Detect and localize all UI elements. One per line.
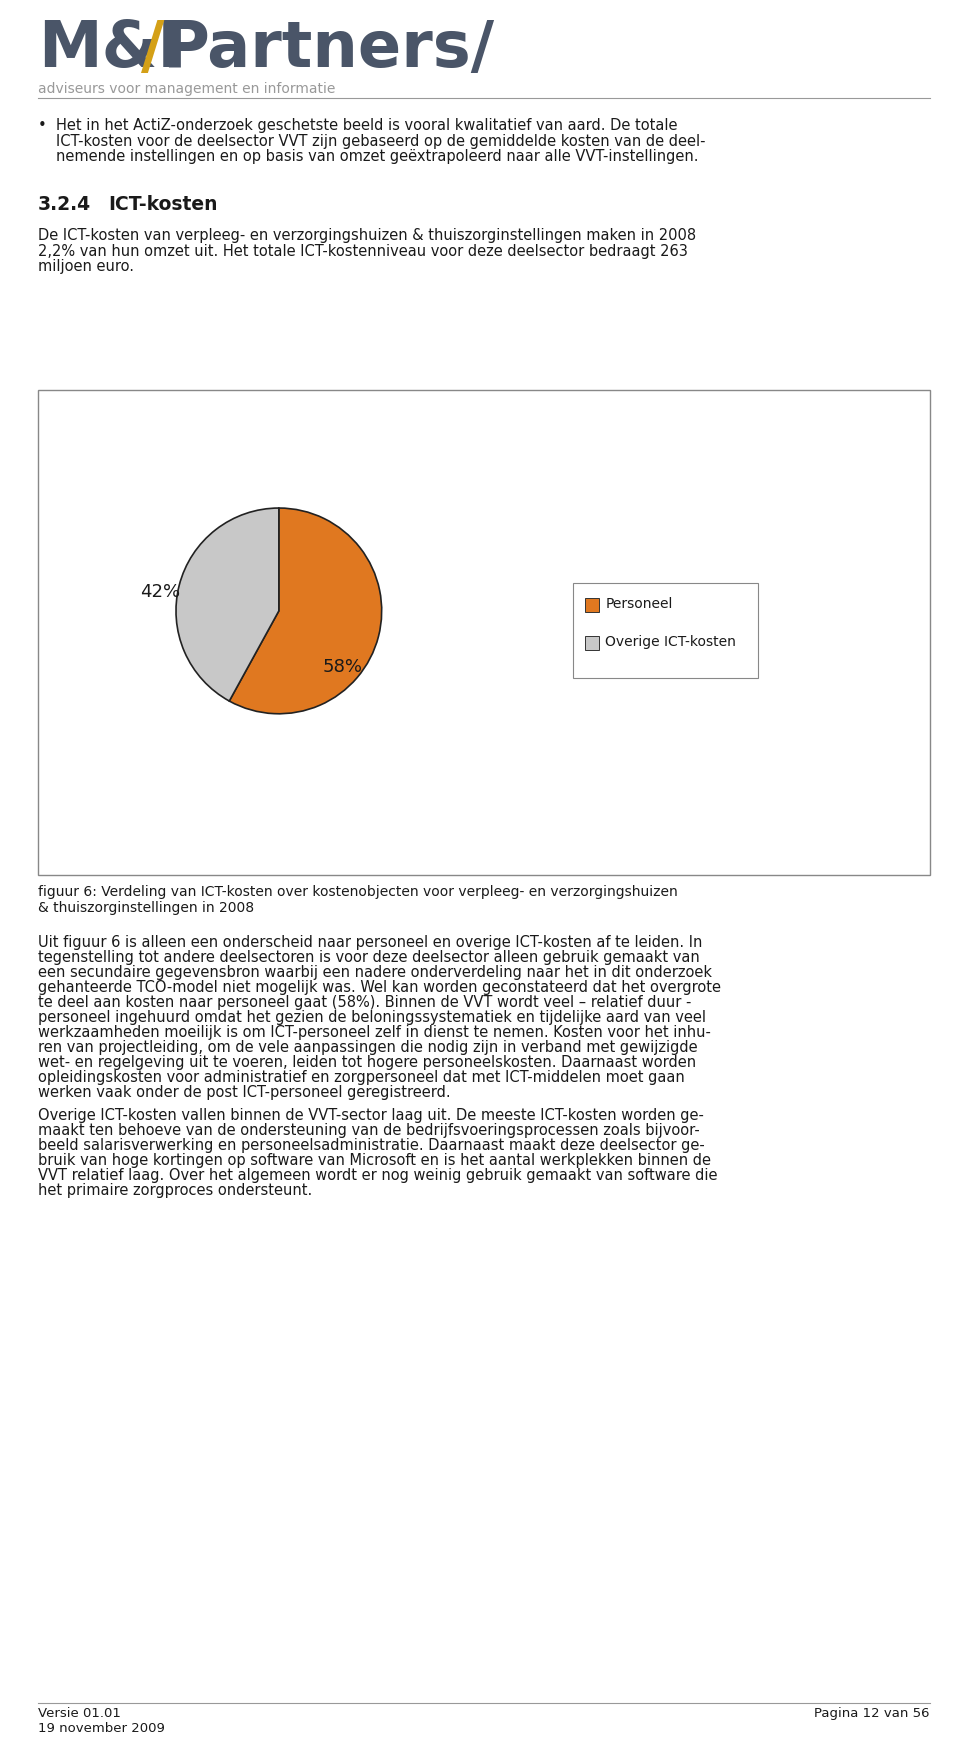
Text: M&I: M&I xyxy=(38,18,181,81)
Text: een secundaire gegevensbron waarbij een nadere onderverdeling naar het in dit on: een secundaire gegevensbron waarbij een … xyxy=(38,965,712,979)
Text: ICT-kosten: ICT-kosten xyxy=(108,195,218,214)
Text: beeld salarisverwerking en personeelsadministratie. Daarnaast maakt deze deelsec: beeld salarisverwerking en personeelsadm… xyxy=(38,1137,705,1153)
Text: werkzaamheden moeilijk is om ICT-personeel zelf in dienst te nemen. Kosten voor : werkzaamheden moeilijk is om ICT-persone… xyxy=(38,1025,710,1041)
Text: Personeel: Personeel xyxy=(605,597,673,611)
Text: wet- en regelgeving uit te voeren, leiden tot hogere personeelskosten. Daarnaast: wet- en regelgeving uit te voeren, leide… xyxy=(38,1055,696,1071)
Text: & thuiszorginstellingen in 2008: & thuiszorginstellingen in 2008 xyxy=(38,900,254,914)
Text: het primaire zorgproces ondersteunt.: het primaire zorgproces ondersteunt. xyxy=(38,1183,312,1199)
Text: adviseurs voor management en informatie: adviseurs voor management en informatie xyxy=(38,82,335,97)
Text: 42%: 42% xyxy=(140,583,180,602)
Bar xyxy=(38,390,930,876)
Text: bruik van hoge kortingen op software van Microsoft en is het aantal werkplekken : bruik van hoge kortingen op software van… xyxy=(38,1153,711,1169)
Bar xyxy=(586,635,599,649)
Text: figuur 6: Verdeling van ICT-kosten over kostenobjecten voor verpleeg- en verzorg: figuur 6: Verdeling van ICT-kosten over … xyxy=(38,885,678,899)
Text: maakt ten behoeve van de ondersteuning van de bedrijfsvoeringsprocessen zoals bi: maakt ten behoeve van de ondersteuning v… xyxy=(38,1123,700,1137)
Text: Versie 01.01: Versie 01.01 xyxy=(38,1708,121,1720)
Text: ren van projectleiding, om de vele aanpassingen die nodig zijn in verband met ge: ren van projectleiding, om de vele aanpa… xyxy=(38,1041,698,1055)
Text: Het in het ActiZ-onderzoek geschetste beeld is vooral kwalitatief van aard. De t: Het in het ActiZ-onderzoek geschetste be… xyxy=(56,118,678,133)
Text: werken vaak onder de post ICT-personeel geregistreerd.: werken vaak onder de post ICT-personeel … xyxy=(38,1085,450,1100)
Bar xyxy=(573,583,758,677)
Text: Uit figuur 6 is alleen een onderscheid naar personeel en overige ICT-kosten af t: Uit figuur 6 is alleen een onderscheid n… xyxy=(38,935,703,949)
Text: Pagina 12 van 56: Pagina 12 van 56 xyxy=(814,1708,930,1720)
Text: 19 november 2009: 19 november 2009 xyxy=(38,1722,165,1736)
Text: Partners/: Partners/ xyxy=(162,18,494,81)
Text: miljoen euro.: miljoen euro. xyxy=(38,260,134,274)
Text: Overige ICT-kosten: Overige ICT-kosten xyxy=(605,635,736,649)
Text: gehanteerde TCO-model niet mogelijk was. Wel kan worden geconstateerd dat het ov: gehanteerde TCO-model niet mogelijk was.… xyxy=(38,979,721,995)
Bar xyxy=(586,597,599,611)
Wedge shape xyxy=(176,507,278,700)
Text: /: / xyxy=(141,18,164,81)
Text: 58%: 58% xyxy=(323,658,363,676)
Text: te deel aan kosten naar personeel gaat (58%). Binnen de VVT wordt veel – relatie: te deel aan kosten naar personeel gaat (… xyxy=(38,995,691,1009)
Text: tegenstelling tot andere deelsectoren is voor deze deelsector alleen gebruik gem: tegenstelling tot andere deelsectoren is… xyxy=(38,949,700,965)
Text: ICT-kosten voor de deelsector VVT zijn gebaseerd op de gemiddelde kosten van de : ICT-kosten voor de deelsector VVT zijn g… xyxy=(56,133,706,149)
Text: opleidingskosten voor administratief en zorgpersoneel dat met ICT-middelen moet : opleidingskosten voor administratief en … xyxy=(38,1071,684,1085)
Text: 3.2.4: 3.2.4 xyxy=(38,195,91,214)
Text: VVT relatief laag. Over het algemeen wordt er nog weinig gebruik gemaakt van sof: VVT relatief laag. Over het algemeen wor… xyxy=(38,1169,717,1183)
Wedge shape xyxy=(229,507,382,714)
Text: De ICT-kosten van verpleeg- en verzorgingshuizen & thuiszorginstellingen maken i: De ICT-kosten van verpleeg- en verzorgin… xyxy=(38,228,696,242)
Text: 2,2% van hun omzet uit. Het totale ICT-kostenniveau voor deze deelsector bedraag: 2,2% van hun omzet uit. Het totale ICT-k… xyxy=(38,244,688,258)
Text: nemende instellingen en op basis van omzet geëxtrapoleerd naar alle VVT-instelli: nemende instellingen en op basis van omz… xyxy=(56,149,699,163)
Text: •: • xyxy=(38,118,47,133)
Text: personeel ingehuurd omdat het gezien de beloningssystematiek en tijdelijke aard : personeel ingehuurd omdat het gezien de … xyxy=(38,1009,706,1025)
Text: Overige ICT-kosten vallen binnen de VVT-sector laag uit. De meeste ICT-kosten wo: Overige ICT-kosten vallen binnen de VVT-… xyxy=(38,1107,704,1123)
